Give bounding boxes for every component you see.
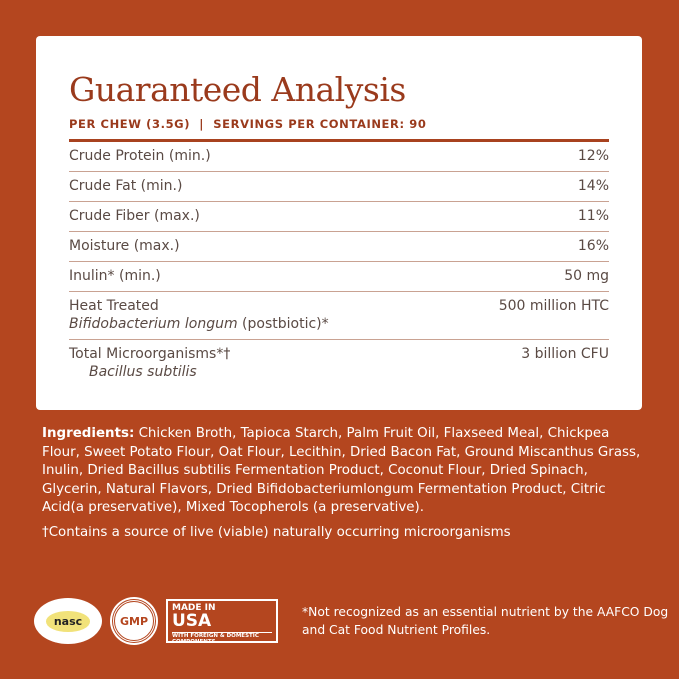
row-label: Crude Fat (min.) <box>69 178 183 194</box>
subtitle: PER CHEW (3.5G) | SERVINGS PER CONTAINER… <box>69 117 427 131</box>
row-label: Inulin* (min.) <box>69 268 161 284</box>
table-row: Crude Protein (min.) 12% <box>69 142 609 172</box>
row-label-block: Total Microorganisms*† Bacillus subtilis <box>69 345 230 381</box>
row-value: 11% <box>577 208 609 224</box>
row-label-block: Inulin* (min.) <box>69 267 161 285</box>
footnote: *Not recognized as an essential nutrient… <box>302 605 669 637</box>
row-value: 3 billion CFU <box>521 346 609 362</box>
live-note: †Contains a source of live (viable) natu… <box>42 525 511 540</box>
row-label-block: Crude Fat (min.) <box>69 177 182 195</box>
row-value: 14% <box>577 178 609 194</box>
usa-top: MADE IN <box>172 603 216 613</box>
row-value: 50 mg <box>564 268 609 284</box>
ingredients-label: Ingredients: <box>42 426 135 441</box>
row-label-block: Heat Treated Bifidobacterium longum (post… <box>69 297 329 333</box>
table-row: Crude Fat (min.) 14% <box>69 172 609 202</box>
row-value: 12% <box>577 148 609 164</box>
made-in-usa-logo: MADE IN USA WITH FOREIGN & DOMESTIC COMP… <box>166 599 278 645</box>
row-label-block: Moisture (max.) <box>69 237 180 255</box>
usa-main: USA <box>172 611 212 631</box>
row-label: Heat Treated <box>69 298 159 314</box>
ingredients: Ingredients: Chicken Broth, Tapioca Star… <box>42 425 642 518</box>
gmp-text: GMP <box>119 614 149 628</box>
analysis-table: Crude Protein (min.) 12% Crude Fat (min.) 1… <box>69 142 609 387</box>
title: Guaranteed Analysis <box>69 70 406 109</box>
table-row: Total Microorganisms*† Bacillus subtilis 3… <box>69 340 609 387</box>
nasc-seal-logo: nasc <box>34 598 102 644</box>
row-sublabel: Bifidobacterium longum (postbiotic)* <box>69 316 329 332</box>
row-label: Moisture (max.) <box>69 238 180 254</box>
row-label: Total Microorganisms*† <box>69 346 231 362</box>
usa-bottom: WITH FOREIGN & DOMESTIC COMPONENTS <box>172 632 272 645</box>
guaranteed-analysis-card: Guaranteed Analysis PER CHEW (3.5G) | SE… <box>36 36 642 410</box>
row-value: 500 million HTC <box>498 298 609 314</box>
table-row: Moisture (max.) 16% <box>69 232 609 262</box>
row-value: 16% <box>577 238 609 254</box>
badges: nasc GMP MADE IN USA WITH FOREIGN & DOME… <box>34 598 278 644</box>
row-label-block: Crude Protein (min.) <box>69 147 211 165</box>
row-label-block: Crude Fiber (max.) <box>69 207 200 225</box>
gmp-seal-logo: GMP <box>112 599 156 643</box>
table-row: Heat Treated Bifidobacterium longum (post… <box>69 292 609 340</box>
divider <box>69 139 609 142</box>
row-label: Crude Fiber (max.) <box>69 208 200 224</box>
table-row: Crude Fiber (max.) 11% <box>69 202 609 232</box>
nasc-text: nasc <box>45 610 91 632</box>
ingredients-text: Chicken Broth, Tapioca Starch, Palm Frui… <box>42 426 641 515</box>
row-label: Crude Protein (min.) <box>69 148 211 164</box>
row-sublabel: Bacillus subtilis <box>89 364 197 380</box>
table-row: Inulin* (min.) 50 mg <box>69 262 609 292</box>
